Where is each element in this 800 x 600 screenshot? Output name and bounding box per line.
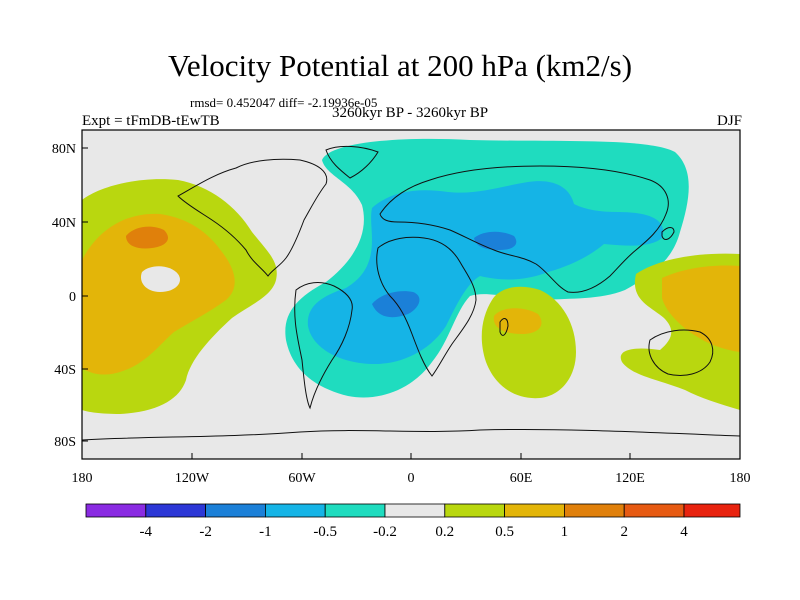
colorbar-label: 4 — [680, 524, 688, 540]
stats-line: rmsd= 0.452047 diff= -2.19936e-05 — [190, 95, 378, 110]
map-plot-area — [82, 130, 740, 459]
colorbar-label: -0.2 — [373, 524, 397, 540]
colorbar-label: 0.2 — [435, 524, 454, 540]
colorbar-label: -4 — [140, 524, 153, 540]
lon-axis: 180 120W 60W 0 60E 120E 180 — [72, 453, 751, 486]
colorbar: -4 -2 -1 -0.5 -0.2 0.2 0.5 1 2 4 — [85, 503, 741, 540]
colorbar-swatch — [205, 503, 266, 518]
experiment-label: Expt = tFmDB-tEwTB — [82, 113, 220, 129]
colorbar-label: -2 — [199, 524, 212, 540]
contour-neg-strong-asia — [474, 231, 517, 250]
coast-africa — [376, 236, 477, 377]
contour-pos-mid-pacific — [82, 213, 235, 375]
contour-pos-strong-pacific — [126, 226, 168, 249]
coast-south-america — [294, 282, 353, 410]
lat-label: 40S — [54, 363, 76, 378]
coast-antarctica — [82, 428, 740, 441]
contour-neg-strong — [372, 291, 420, 318]
colorbar-label: 2 — [620, 524, 628, 540]
season-label: DJF — [716, 113, 742, 129]
colorbar-swatch — [85, 503, 147, 518]
colorbar-label: 0.5 — [495, 524, 514, 540]
coast-north-america — [177, 158, 328, 277]
colorbar-swatch — [444, 503, 505, 518]
lat-label: 80S — [54, 435, 76, 450]
lon-label: 120W — [175, 471, 210, 486]
colorbar-label: -1 — [259, 524, 272, 540]
lat-label: 0 — [69, 290, 76, 305]
colorbar-swatch — [564, 503, 625, 518]
colorbar-label: 1 — [561, 524, 569, 540]
contour-pos-mid-west — [662, 265, 740, 352]
contour-neutral-hole — [140, 266, 180, 292]
lon-label: 60W — [288, 471, 316, 486]
contour-pos-mid-indian — [493, 308, 542, 334]
lon-label: 60E — [510, 471, 533, 486]
lon-label: 0 — [408, 471, 415, 486]
coast-madagascar — [499, 318, 509, 336]
lat-label: 40N — [52, 216, 76, 231]
colorbar-swatch — [324, 503, 386, 518]
lon-label: 120E — [615, 471, 645, 486]
colorbar-label: -0.5 — [313, 524, 337, 540]
lat-axis: 80N 40N 0 40S 80S — [52, 142, 88, 450]
coast-australia — [648, 329, 714, 376]
period-label: 3260kyr BP - 3260kyr BP — [331, 105, 489, 121]
coast-eurasia — [379, 165, 669, 293]
lat-label: 80N — [52, 142, 76, 157]
colorbar-swatch — [623, 503, 685, 518]
colorbar-swatch — [504, 503, 565, 518]
contour-neg-mid — [307, 181, 664, 364]
lon-label: 180 — [730, 471, 751, 486]
colorbar-swatch — [683, 503, 741, 518]
colorbar-swatch — [145, 503, 207, 518]
colorbar-swatch — [264, 503, 326, 518]
coast-greenland — [325, 145, 379, 179]
lon-label: 180 — [72, 471, 93, 486]
colorbar-swatch — [384, 503, 446, 518]
coast-japan — [661, 227, 675, 240]
coastlines — [82, 145, 740, 441]
map-title: Velocity Potential at 200 hPa (km2/s) — [167, 48, 633, 83]
